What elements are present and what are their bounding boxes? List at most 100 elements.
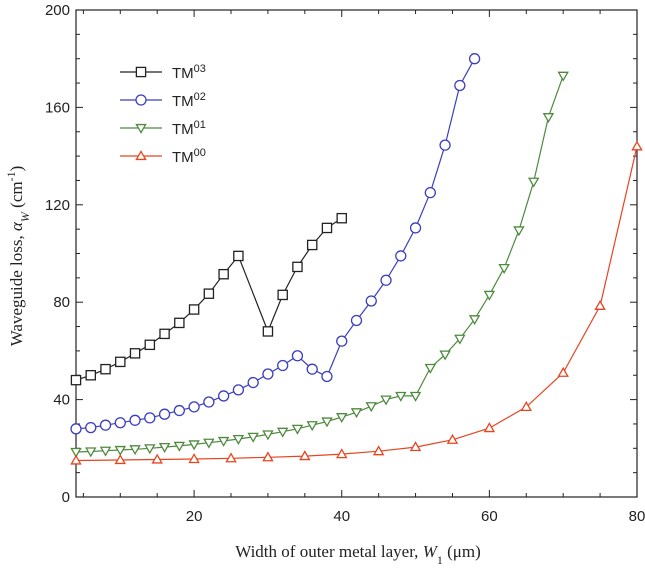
series-line	[75, 58, 476, 430]
data-point	[277, 289, 288, 301]
data-point	[409, 441, 422, 452]
legend-item: TM03	[120, 63, 206, 82]
data-point	[395, 391, 407, 402]
legend-item: TM00	[120, 147, 206, 166]
legend-label: TM00	[172, 147, 206, 166]
x-tick-label: 20	[186, 508, 203, 525]
y-axis-label: Waveguide loss, αW (cm-1)	[4, 166, 32, 347]
data-point	[99, 446, 112, 457]
data-point	[291, 424, 304, 435]
series-tm02	[70, 53, 481, 435]
x-tick-label: 80	[629, 508, 645, 525]
y-tick-label: 160	[45, 99, 70, 116]
data-point	[594, 299, 606, 310]
data-point	[468, 315, 481, 326]
data-point	[520, 400, 532, 412]
series-tm03	[70, 212, 347, 386]
legend-label: TM01	[172, 119, 206, 138]
data-point	[336, 448, 348, 459]
data-point	[203, 288, 215, 299]
data-point	[114, 454, 127, 465]
data-point	[291, 350, 304, 362]
data-point	[188, 401, 200, 413]
data-point	[292, 261, 303, 273]
data-point	[262, 326, 274, 337]
data-point	[232, 434, 245, 445]
data-point	[277, 359, 289, 372]
data-point	[483, 422, 496, 433]
data-point	[173, 404, 185, 417]
x-axis-label: Width of outer metal layer, W1 (μm)	[235, 542, 481, 567]
data-point	[173, 441, 186, 452]
series-line	[75, 146, 638, 462]
data-point	[380, 274, 392, 286]
data-point	[336, 413, 348, 424]
data-point	[70, 454, 82, 465]
data-point	[365, 295, 377, 307]
data-point	[70, 374, 82, 386]
legend-marker	[135, 66, 147, 78]
legend-marker	[135, 123, 147, 134]
data-point	[483, 290, 496, 301]
data-point	[557, 366, 569, 377]
data-point	[365, 402, 377, 413]
data-point	[203, 438, 215, 449]
data-point	[188, 304, 200, 315]
data-point	[350, 408, 363, 419]
y-tick-label: 40	[53, 392, 70, 409]
data-point	[247, 432, 259, 443]
data-point	[151, 453, 163, 464]
legend: TM03 TM02 TM01 TM00	[120, 63, 206, 166]
data-point	[85, 369, 97, 381]
data-point	[262, 430, 274, 441]
data-point	[424, 363, 437, 374]
data-point	[218, 268, 229, 280]
data-point	[247, 376, 259, 389]
data-point	[527, 177, 540, 188]
data-point	[439, 139, 451, 151]
data-point	[232, 384, 245, 396]
data-point	[233, 250, 244, 262]
axis-ticks: 20 40 60 80 0 40 80 120 160 200	[45, 2, 645, 525]
legend-marker	[135, 94, 147, 106]
data-point	[454, 79, 466, 92]
data-point	[409, 391, 422, 402]
data-point	[336, 335, 348, 347]
data-point	[631, 140, 643, 151]
data-point	[70, 423, 82, 435]
data-point	[557, 71, 569, 82]
y-tick-label: 0	[62, 489, 70, 506]
data-point	[114, 417, 126, 429]
data-point	[454, 334, 466, 345]
data-point	[159, 328, 170, 340]
data-point	[542, 113, 555, 124]
data-point	[276, 427, 289, 438]
data-point	[144, 339, 156, 351]
data-point	[372, 445, 385, 456]
y-tick-label: 200	[45, 2, 70, 19]
legend-marker	[135, 150, 147, 161]
data-point	[188, 440, 200, 451]
data-point	[498, 264, 510, 275]
legend-item: TM02	[120, 91, 206, 110]
data-point	[114, 445, 127, 456]
data-point	[129, 348, 141, 359]
data-point	[70, 447, 82, 458]
data-point	[99, 419, 112, 431]
series-layer	[70, 53, 643, 465]
data-point	[321, 417, 333, 428]
legend-label: TM02	[172, 91, 206, 110]
data-point	[129, 445, 141, 456]
data-point	[203, 396, 215, 408]
x-tick-label: 40	[333, 508, 350, 525]
data-point	[115, 356, 126, 368]
data-point	[158, 442, 171, 453]
legend-label: TM03	[172, 63, 206, 82]
y-tick-label: 120	[45, 197, 70, 214]
data-point	[225, 452, 237, 463]
data-point	[321, 370, 333, 383]
data-point	[306, 239, 318, 251]
data-point	[262, 451, 274, 462]
data-point	[85, 447, 97, 458]
